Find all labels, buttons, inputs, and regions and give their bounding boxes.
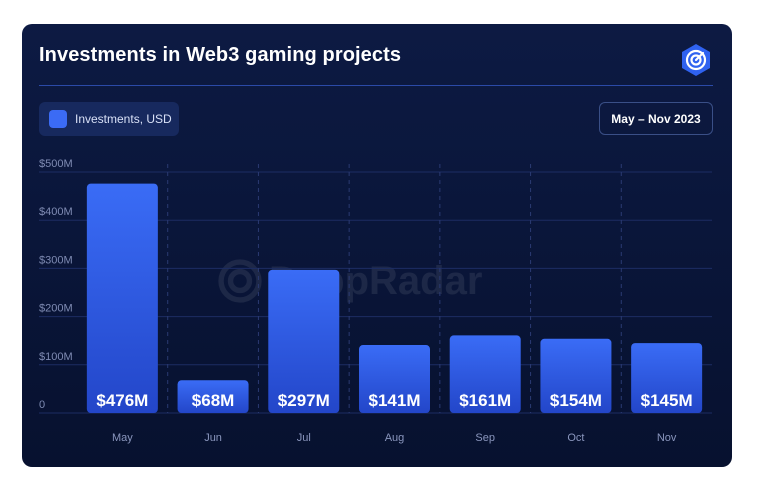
bar-jun	[177, 380, 249, 413]
dappradar-logo-icon	[682, 44, 710, 76]
bar-value-label: $68M	[192, 391, 235, 410]
x-tick-label: Aug	[385, 432, 405, 444]
y-tick-label: $300M	[39, 254, 73, 266]
x-tick-label: Jul	[297, 432, 311, 444]
x-tick-label: May	[112, 432, 133, 444]
x-tick-label: Oct	[567, 432, 584, 444]
y-tick-label: $200M	[39, 303, 73, 315]
watermark-radar-icon	[218, 259, 262, 303]
bar-value-label: $476M	[96, 391, 148, 410]
bar-value-label: $297M	[278, 391, 330, 410]
y-tick-label: $400M	[39, 206, 73, 218]
y-tick-label: 0	[39, 399, 45, 411]
bar-value-label: $161M	[459, 391, 511, 410]
bar-value-label: $141M	[369, 391, 421, 410]
bar-sep	[449, 335, 521, 413]
bar-may	[86, 183, 158, 413]
x-tick-label: Sep	[475, 432, 495, 444]
bar-nov	[631, 343, 703, 413]
legend-swatch	[49, 110, 67, 128]
legend-label: Investments, USD	[75, 112, 172, 126]
x-tick-label: Nov	[657, 432, 677, 444]
bar-oct	[540, 338, 612, 413]
bar-value-label: $154M	[550, 391, 602, 410]
x-tick-label: Jun	[204, 432, 222, 444]
bar-aug	[359, 345, 430, 413]
chart-title: Investments in Web3 gaming projects	[39, 44, 402, 66]
y-tick-label: $100M	[39, 351, 73, 363]
legend: Investments, USD	[39, 102, 179, 136]
header-divider	[39, 85, 713, 86]
bar-value-label: $145M	[641, 391, 693, 410]
bar-chart: 0 $100M $200M $300M $400M $500M $476M May $68M Ju…	[39, 158, 712, 444]
chart-card: Investments in Web3 gaming projects Inve…	[22, 24, 732, 467]
bar-jul	[268, 269, 340, 413]
date-range-badge: May – Nov 2023	[599, 102, 713, 135]
y-tick-label: $500M	[39, 158, 73, 170]
